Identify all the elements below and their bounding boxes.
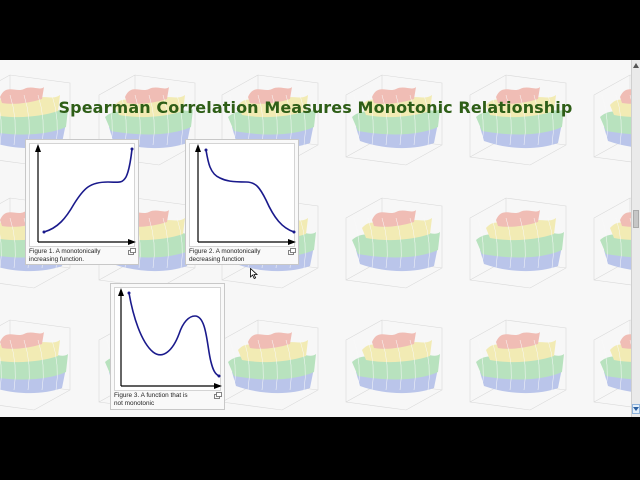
- figure-1-curve: [43, 148, 133, 233]
- figure-3: Figure 3. A function that is not monoton…: [110, 283, 225, 410]
- figure-1-x-axis-arrow: [128, 239, 136, 245]
- figure-3-x-axis-arrow: [214, 383, 222, 389]
- figure-2-caption: Figure 2. A monotonically decreasing fun…: [189, 248, 261, 263]
- figure-3-end-point: [217, 374, 221, 378]
- page-title: Spearman Correlation Measures Monotonic …: [58, 98, 573, 117]
- figure-1: Figure 1. A monotonically increasing fun…: [25, 139, 139, 265]
- figure-3-curve: [128, 292, 220, 377]
- figure-3-y-axis-arrow: [118, 288, 124, 296]
- figure-2-x-axis-arrow: [288, 239, 296, 245]
- figure-2: Figure 2. A monotonically decreasing fun…: [185, 139, 299, 265]
- 3d-surface-plot-icon: [469, 74, 567, 166]
- enlarge-icon[interactable]: [128, 248, 136, 255]
- 3d-surface-plot-icon: [98, 74, 196, 166]
- 3d-surface-plot-icon: [469, 197, 567, 289]
- figure-3-plot[interactable]: [114, 287, 222, 391]
- enlarge-icon[interactable]: [214, 392, 222, 399]
- 3d-surface-plot-icon: [0, 319, 71, 411]
- 3d-surface-plot-icon: [345, 319, 443, 411]
- 3d-surface-plot-icon: [0, 74, 71, 166]
- figure-2-plot[interactable]: [189, 143, 296, 247]
- figure-2-curve: [205, 149, 295, 233]
- scroll-up-arrow-icon[interactable]: [632, 62, 640, 70]
- figure-2-start-point: [204, 148, 208, 152]
- scrollbar-thumb[interactable]: [633, 210, 639, 228]
- 3d-surface-plot-icon: [345, 74, 443, 166]
- figure-2-y-axis-arrow: [195, 144, 201, 152]
- 3d-surface-plot-icon: [345, 197, 443, 289]
- figure-1-y-axis-arrow: [35, 144, 41, 152]
- figure-3-start-point: [127, 291, 131, 295]
- vertical-scrollbar[interactable]: [631, 60, 640, 417]
- 3d-surface-plot-icon: [593, 197, 631, 286]
- figure-3-curve-chart: [118, 288, 222, 389]
- figure-1-end-point: [130, 147, 134, 151]
- scroll-down-arrow-icon[interactable]: [632, 404, 640, 414]
- figure-2-curve-chart: [195, 144, 296, 245]
- mouse-pointer-icon: [250, 268, 258, 279]
- 3d-surface-plot-icon: [469, 319, 567, 411]
- figure-1-plot[interactable]: [29, 143, 136, 247]
- 3d-surface-plot-icon: [593, 319, 631, 408]
- 3d-surface-plot-icon: [593, 74, 631, 163]
- 3d-surface-plot-icon: [221, 319, 319, 411]
- figure-2-end-point: [292, 230, 296, 234]
- web-page-viewport: Spearman Correlation Measures Monotonic …: [0, 60, 631, 417]
- figure-3-caption: Figure 3. A function that is not monoton…: [114, 392, 188, 407]
- figure-1-curve-chart: [35, 144, 136, 245]
- figure-1-start-point: [42, 230, 46, 234]
- figure-1-caption: Figure 1. A monotonically increasing fun…: [29, 248, 101, 263]
- enlarge-icon[interactable]: [288, 248, 296, 255]
